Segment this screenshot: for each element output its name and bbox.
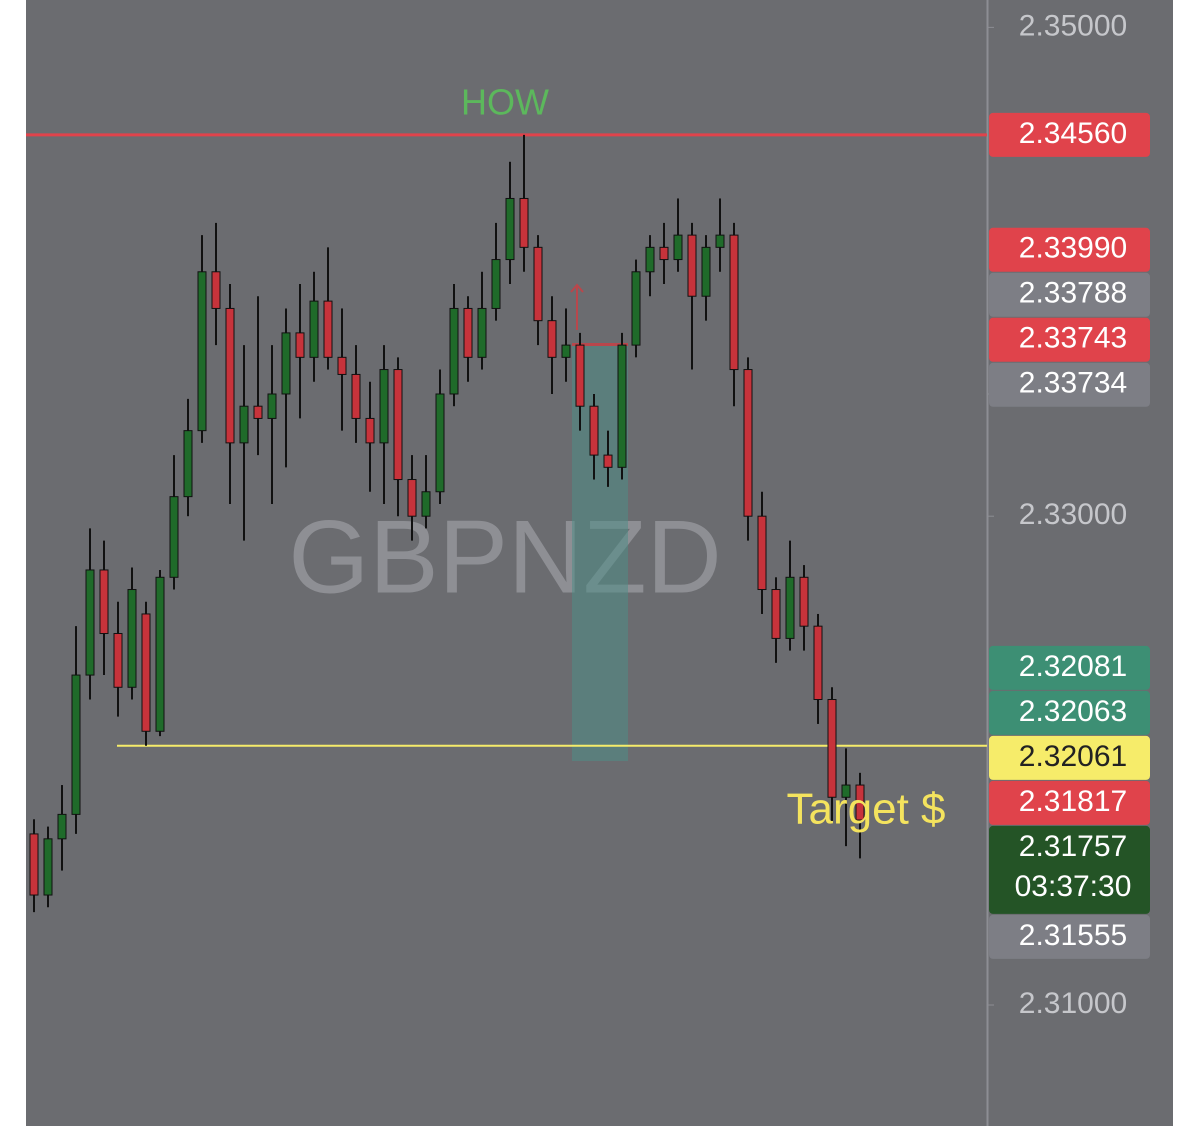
price-label: 2.31817 [1019, 785, 1127, 818]
price-label: 2.34560 [1019, 117, 1127, 150]
price-label-box [989, 227, 1150, 272]
candle-body [183, 430, 193, 498]
candle-body [463, 307, 473, 358]
price-label-box [989, 780, 1150, 825]
candle-body [211, 271, 221, 309]
price-label-box [989, 272, 1150, 317]
countdown-label: 03:37:30 [1015, 870, 1132, 903]
position-arrow [570, 283, 584, 330]
candle-body [785, 576, 795, 639]
candle-body [197, 271, 207, 432]
candle-body [169, 496, 179, 578]
candle-body [239, 405, 249, 444]
candle-body [43, 838, 53, 896]
candle-body [295, 332, 305, 358]
watermark: GBPNZD [288, 499, 721, 615]
candle-body [449, 307, 459, 395]
price-label-box [989, 362, 1150, 407]
candle-body [757, 515, 767, 591]
candle-body [701, 246, 711, 297]
candle-body [71, 674, 81, 815]
candle-body [351, 373, 361, 419]
candle-body [617, 344, 627, 468]
candle-body [253, 405, 263, 419]
y-tick-label: 2.35000 [1019, 9, 1127, 42]
candle-body [309, 300, 319, 358]
candle-body [127, 589, 137, 688]
candle-body [673, 234, 683, 261]
price-label-box [989, 645, 1150, 690]
candle-body [841, 784, 851, 798]
candle-body [267, 393, 277, 419]
candle-body [393, 369, 403, 481]
price-label: 2.33990 [1019, 232, 1127, 265]
price-label-box [989, 914, 1150, 959]
price-label: 2.33743 [1019, 322, 1127, 355]
candle-body [729, 234, 739, 371]
y-tick-label: 2.31000 [1019, 987, 1127, 1020]
candle-body [659, 246, 669, 261]
candle-body [827, 699, 837, 798]
candle-body [113, 633, 123, 688]
candle-body [743, 369, 753, 517]
position-stop-zone [572, 343, 628, 346]
candle-body [141, 613, 151, 732]
candle-body [477, 307, 487, 358]
candle-body [365, 417, 375, 444]
annotation-how: HOW [461, 82, 549, 123]
candle-body [281, 332, 291, 395]
price-label: 2.32063 [1019, 695, 1127, 728]
candle-body [645, 246, 655, 273]
candle-body [519, 197, 529, 248]
candle-body [407, 479, 417, 517]
price-label-box [989, 112, 1150, 157]
candle-body [603, 454, 613, 468]
candle-body [771, 589, 781, 639]
price-label-box [989, 690, 1150, 735]
candle-body [799, 576, 809, 627]
candle-body [687, 234, 697, 297]
annotation-target: Target $ [787, 785, 946, 834]
candle-body [575, 344, 585, 407]
candle-body [631, 271, 641, 346]
candle-body [533, 246, 543, 322]
price-label: 2.32061 [1019, 740, 1127, 773]
candle-body [29, 833, 39, 896]
candle-body [589, 405, 599, 456]
candle-body [379, 369, 389, 444]
price-label-box [989, 317, 1150, 362]
candle-body [715, 234, 725, 248]
price-label: 2.33734 [1019, 367, 1127, 400]
candle-body [491, 259, 501, 309]
price-label: 2.31757 [1019, 830, 1127, 863]
candle-body [505, 197, 515, 261]
price-label: 2.31555 [1019, 919, 1127, 952]
price-label-box [989, 735, 1150, 780]
candle-body [855, 784, 865, 821]
candle-body [337, 356, 347, 375]
candle-body [323, 300, 333, 358]
candle-body [85, 569, 95, 676]
candle-body [225, 307, 235, 444]
candle-body [561, 344, 571, 358]
candle-body [813, 625, 823, 701]
candle-body [435, 393, 445, 493]
candle-body [57, 813, 67, 840]
y-tick-label: 2.33000 [1019, 498, 1127, 531]
candle-body [421, 491, 431, 517]
price-label: 2.33788 [1019, 277, 1127, 310]
candle-body [547, 320, 557, 358]
candle-body [99, 569, 109, 635]
plot [26, 26, 994, 1006]
price-label-box [989, 825, 1150, 914]
candle-body [155, 576, 165, 732]
price-label: 2.32081 [1019, 650, 1127, 683]
